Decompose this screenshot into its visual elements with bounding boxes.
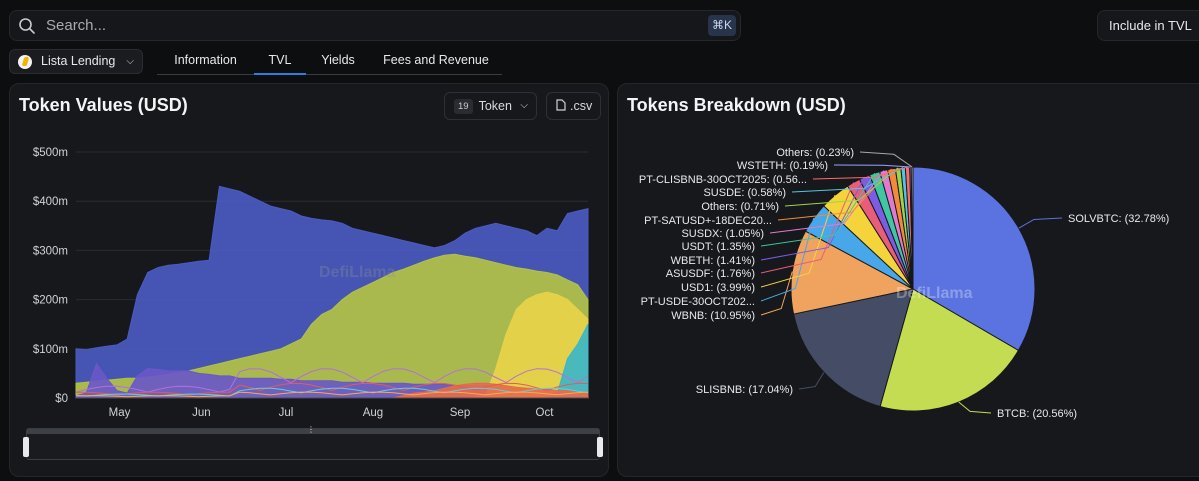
time-range-slider[interactable]: ⋮ [23, 425, 603, 460]
y-tick-label: $200m [33, 295, 68, 307]
pie-slice-label: WSTETH: (0.19%) [737, 160, 828, 172]
pie-leader-line [760, 195, 836, 288]
pie-slice-label: SUSDE: (0.58%) [703, 187, 786, 199]
pie-leader-line [798, 372, 825, 390]
y-tick-label: $0 [55, 393, 68, 405]
tab-tvl[interactable]: TVL [254, 49, 306, 75]
pie-leader-line [769, 170, 885, 234]
slider-grip-icon: ⋮ [307, 425, 315, 434]
chevron-down-icon: ⌵ [520, 100, 528, 111]
tab-fees-and-revenue[interactable]: Fees and Revenue [383, 53, 489, 67]
y-tick-label: $500m [33, 147, 68, 159]
tokens-breakdown-title: Tokens Breakdown (USD) [627, 95, 846, 115]
y-tick-label: $100m [33, 344, 68, 356]
token-count-badge: 19 [454, 99, 473, 114]
x-tick-label: May [109, 407, 131, 419]
defillama-watermark: DefiLlama [896, 285, 973, 302]
token-button-label: Token [478, 99, 512, 113]
pie-leader-line [812, 166, 908, 180]
x-tick-label: Sep [450, 407, 470, 419]
pie-leader-line [760, 182, 854, 274]
pie-slice [912, 166, 1036, 352]
pie-slice-label: SLISBNB: (17.04%) [696, 384, 793, 396]
area-line-series [75, 391, 589, 398]
pie-slice-label: PT-USDE-30OCT202... [641, 296, 755, 308]
search-input[interactable]: Search... ⌘K [9, 10, 741, 41]
pie-slice-label: Others: (0.23%) [776, 147, 854, 159]
pie-leader-line [760, 172, 876, 247]
file-icon [556, 99, 566, 111]
pie-slice-label: ASUSDF: (1.76%) [666, 268, 755, 280]
x-tick-label: Aug [363, 407, 383, 419]
tokens-breakdown-chart: SOLVBTC: (32.78%) BTCB: (20.56%) SLISBNB: … [639, 147, 1169, 420]
pie-slice-label: WBETH: (1.41%) [671, 255, 755, 267]
x-tick-label: Jun [192, 407, 211, 419]
pie-slice-label: SUSDX: (1.05%) [681, 228, 764, 240]
x-tick-label: Jul [279, 407, 294, 419]
csv-download-button[interactable]: .csv [546, 92, 601, 120]
pie-leader-line [833, 164, 911, 168]
pie-leader-line [791, 166, 904, 193]
pie-leader-line [958, 401, 992, 414]
slider-handle-right[interactable] [597, 437, 603, 457]
tab-information[interactable]: Information [174, 53, 237, 67]
pie-leader-line [777, 168, 892, 221]
slider-track [27, 429, 599, 434]
token-values-chart: $0 $100m $200m $300m $400m $500m May Jun Jul Aug S… [33, 147, 589, 419]
pie-slice-label: USDT: (1.35%) [682, 241, 755, 253]
pie-slice-label: SOLVBTC: (32.78%) [1068, 213, 1169, 225]
token-filter-button[interactable]: 19 Token ⌵ [444, 92, 537, 120]
pie-leader-line [784, 167, 899, 207]
area-line-series [75, 368, 589, 393]
defillama-watermark: DefiLlama [319, 264, 396, 281]
chevron-down-icon: ⌵ [126, 56, 134, 67]
pie-slice [910, 166, 914, 290]
pie-slice-label: BTCB: (20.56%) [997, 408, 1077, 420]
y-tick-label: $400m [33, 196, 68, 208]
pie-leader-line [859, 151, 913, 168]
protocol-selector-label: Lista Lending [41, 54, 116, 68]
pie-slice-label: USD1: (3.99%) [681, 282, 755, 294]
search-placeholder: Search... [46, 17, 107, 34]
y-tick-label: $300m [33, 245, 68, 257]
pie-leader-line [760, 217, 815, 302]
include-in-tvl-button[interactable]: Include in TVL [1097, 10, 1199, 41]
search-icon [19, 18, 35, 34]
area-line-series [76, 382, 589, 396]
tab-yields[interactable]: Yields [321, 53, 355, 67]
pie-leader-line [1018, 217, 1063, 229]
pie-slice-label: PT-SATUSD+-18DEC20... [644, 215, 772, 227]
tab-bar: Information TVL Yields Fees and Revenue [157, 49, 502, 75]
pie-leader-line [760, 271, 793, 316]
pie-slice [793, 288, 914, 408]
x-tick-label: Oct [536, 407, 555, 419]
token-values-title: Token Values (USD) [19, 95, 188, 115]
pie-slice [879, 288, 1020, 412]
pie-slice-label: Others: (0.71%) [701, 201, 779, 213]
lista-logo-icon [18, 55, 32, 69]
slider-handle-left[interactable] [23, 437, 29, 457]
pie-slice-label: PT-CLISBNB-30OCT2025: (0.56... [639, 174, 807, 186]
pie-slice-label: WBNB: (10.95%) [671, 310, 755, 322]
protocol-selector[interactable]: Lista Lending ⌵ [9, 49, 143, 74]
search-shortcut: ⌘K [707, 15, 736, 36]
csv-button-label: .csv [570, 99, 593, 113]
